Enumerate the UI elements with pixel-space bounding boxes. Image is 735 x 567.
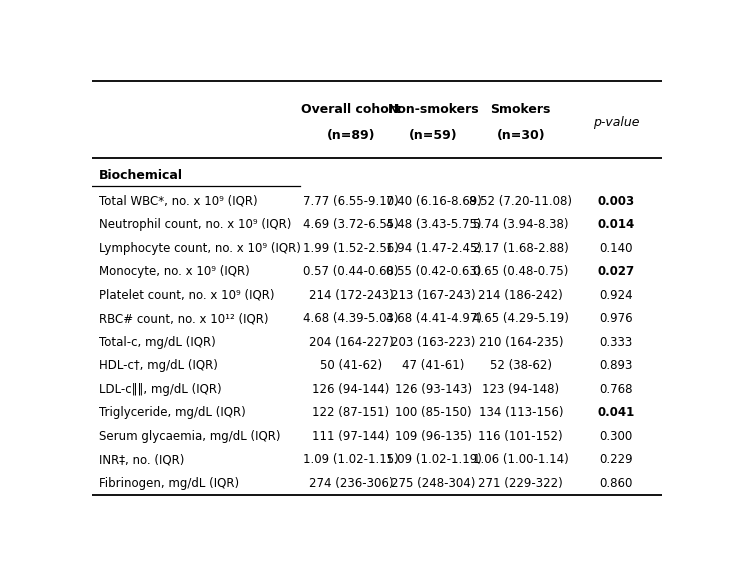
Text: Fibrinogen, mg/dL (IQR): Fibrinogen, mg/dL (IQR) (98, 477, 239, 490)
Text: 4.68 (4.39-5.03): 4.68 (4.39-5.03) (304, 312, 399, 325)
Text: 214 (186-242): 214 (186-242) (478, 289, 563, 302)
Text: HDL-c†, mg/dL (IQR): HDL-c†, mg/dL (IQR) (98, 359, 218, 372)
Text: 52 (38-62): 52 (38-62) (490, 359, 552, 372)
Text: 0.768: 0.768 (599, 383, 633, 396)
Text: 0.229: 0.229 (599, 453, 633, 466)
Text: 7.77 (6.55-9.10): 7.77 (6.55-9.10) (303, 194, 399, 208)
Text: 5.74 (3.94-8.38): 5.74 (3.94-8.38) (473, 218, 569, 231)
Text: 0.014: 0.014 (598, 218, 634, 231)
Text: 203 (163-223): 203 (163-223) (392, 336, 476, 349)
Text: 8.52 (7.20-11.08): 8.52 (7.20-11.08) (470, 194, 573, 208)
Text: 47 (41-61): 47 (41-61) (403, 359, 465, 372)
Text: 0.55 (0.42-0.63): 0.55 (0.42-0.63) (386, 265, 481, 278)
Text: Serum glycaemia, mg/dL (IQR): Serum glycaemia, mg/dL (IQR) (98, 430, 280, 443)
Text: 0.893: 0.893 (599, 359, 633, 372)
Text: 0.027: 0.027 (598, 265, 634, 278)
Text: RBC# count, no. x 10¹² (IQR): RBC# count, no. x 10¹² (IQR) (98, 312, 268, 325)
Text: 0.976: 0.976 (599, 312, 633, 325)
Text: (n=89): (n=89) (327, 129, 376, 142)
Text: 0.140: 0.140 (599, 242, 633, 255)
Text: p-value: p-value (592, 116, 639, 129)
Text: Non-smokers: Non-smokers (388, 103, 479, 116)
Text: 0.65 (0.48-0.75): 0.65 (0.48-0.75) (473, 265, 568, 278)
Text: 2.17 (1.68-2.88): 2.17 (1.68-2.88) (473, 242, 569, 255)
Text: 122 (87-151): 122 (87-151) (312, 406, 390, 419)
Text: Smokers: Smokers (491, 103, 551, 116)
Text: 4.69 (3.72-6.55): 4.69 (3.72-6.55) (303, 218, 399, 231)
Text: 50 (41-62): 50 (41-62) (320, 359, 382, 372)
Text: 0.041: 0.041 (598, 406, 634, 419)
Text: LDL-c‖‖, mg/dL (IQR): LDL-c‖‖, mg/dL (IQR) (98, 383, 221, 396)
Text: 271 (229-322): 271 (229-322) (478, 477, 563, 490)
Text: 1.94 (1.47-2.45): 1.94 (1.47-2.45) (386, 242, 481, 255)
Text: 213 (167-243): 213 (167-243) (391, 289, 476, 302)
Text: 204 (164-227): 204 (164-227) (309, 336, 393, 349)
Text: 214 (172-243): 214 (172-243) (309, 289, 393, 302)
Text: Neutrophil count, no. x 10⁹ (IQR): Neutrophil count, no. x 10⁹ (IQR) (98, 218, 291, 231)
Text: Biochemical: Biochemical (98, 168, 183, 181)
Text: INR‡, no. (IQR): INR‡, no. (IQR) (98, 453, 184, 466)
Text: 210 (164-235): 210 (164-235) (478, 336, 563, 349)
Text: 4.65 (4.29-5.19): 4.65 (4.29-5.19) (473, 312, 569, 325)
Text: 275 (248-304): 275 (248-304) (392, 477, 476, 490)
Text: 0.003: 0.003 (598, 194, 634, 208)
Text: 4.48 (3.43-5.75): 4.48 (3.43-5.75) (386, 218, 481, 231)
Text: (n=30): (n=30) (496, 129, 545, 142)
Text: 126 (93-143): 126 (93-143) (395, 383, 472, 396)
Text: 134 (113-156): 134 (113-156) (478, 406, 563, 419)
Text: 1.06 (1.00-1.14): 1.06 (1.00-1.14) (473, 453, 569, 466)
Text: (n=59): (n=59) (409, 129, 458, 142)
Text: Triglyceride, mg/dL (IQR): Triglyceride, mg/dL (IQR) (98, 406, 245, 419)
Text: 109 (96-135): 109 (96-135) (395, 430, 472, 443)
Text: Platelet count, no. x 10⁹ (IQR): Platelet count, no. x 10⁹ (IQR) (98, 289, 274, 302)
Text: 0.57 (0.44-0.68): 0.57 (0.44-0.68) (304, 265, 399, 278)
Text: 0.860: 0.860 (599, 477, 633, 490)
Text: 1.09 (1.02-1.19): 1.09 (1.02-1.19) (386, 453, 481, 466)
Text: 1.99 (1.52-2.56): 1.99 (1.52-2.56) (303, 242, 399, 255)
Text: 126 (94-144): 126 (94-144) (312, 383, 390, 396)
Text: 0.924: 0.924 (599, 289, 633, 302)
Text: 4.68 (4.41-4.97): 4.68 (4.41-4.97) (386, 312, 481, 325)
Text: Total-c, mg/dL (IQR): Total-c, mg/dL (IQR) (98, 336, 215, 349)
Text: Overall cohort: Overall cohort (301, 103, 401, 116)
Text: 1.09 (1.02-1.15): 1.09 (1.02-1.15) (303, 453, 399, 466)
Text: Lymphocyte count, no. x 10⁹ (IQR): Lymphocyte count, no. x 10⁹ (IQR) (98, 242, 301, 255)
Text: Total WBC*, no. x 10⁹ (IQR): Total WBC*, no. x 10⁹ (IQR) (98, 194, 257, 208)
Text: 111 (97-144): 111 (97-144) (312, 430, 390, 443)
Text: 7.40 (6.16-8.69): 7.40 (6.16-8.69) (386, 194, 481, 208)
Text: 0.300: 0.300 (599, 430, 633, 443)
Text: 274 (236-306): 274 (236-306) (309, 477, 393, 490)
Text: Monocyte, no. x 10⁹ (IQR): Monocyte, no. x 10⁹ (IQR) (98, 265, 249, 278)
Text: 0.333: 0.333 (599, 336, 633, 349)
Text: 123 (94-148): 123 (94-148) (482, 383, 559, 396)
Text: 116 (101-152): 116 (101-152) (478, 430, 563, 443)
Text: 100 (85-150): 100 (85-150) (395, 406, 472, 419)
